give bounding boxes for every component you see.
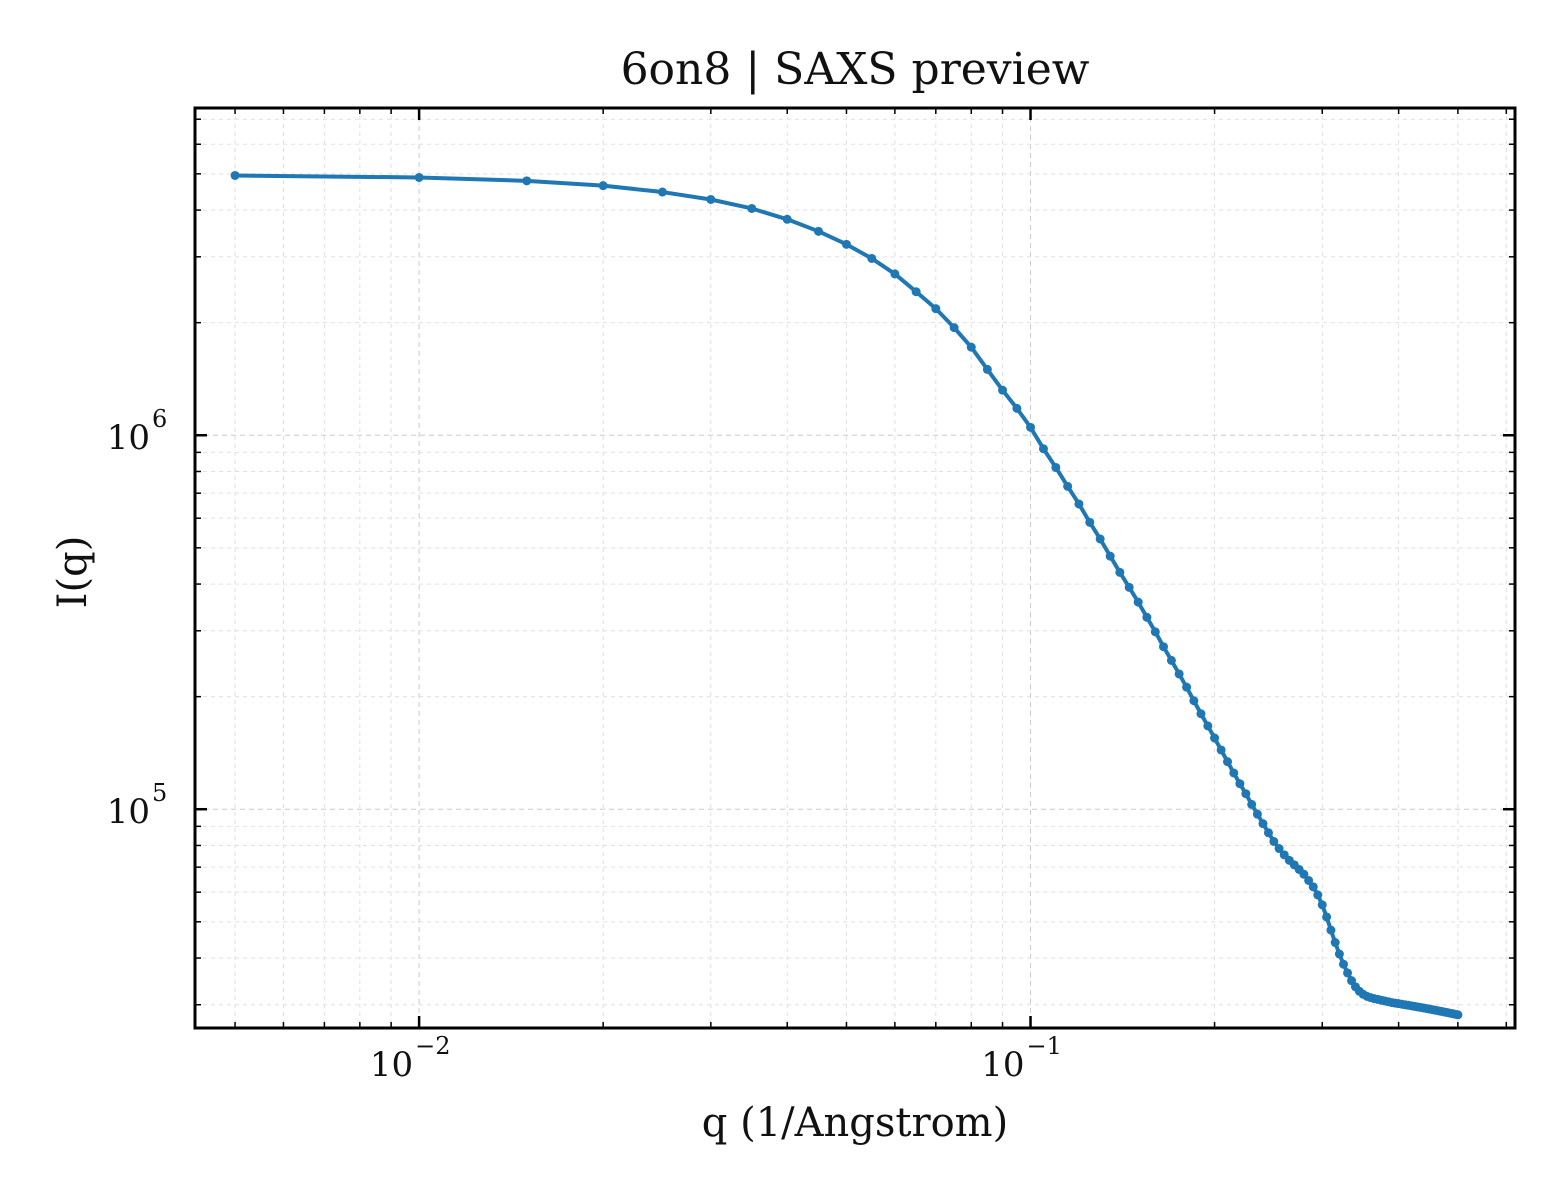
data-point <box>522 176 532 186</box>
data-point <box>982 364 992 374</box>
data-point <box>1182 682 1192 692</box>
data-point <box>1095 534 1105 544</box>
y-tick-label: 10 5 <box>107 779 168 832</box>
data-point <box>1334 949 1344 959</box>
data-point <box>1189 696 1199 706</box>
data-point <box>1299 869 1309 879</box>
data-point <box>1133 597 1143 607</box>
data-point <box>747 203 757 213</box>
data-point <box>657 187 667 197</box>
grid-lines <box>195 108 1515 1028</box>
data-point <box>1026 422 1036 432</box>
data-point <box>598 181 608 191</box>
data-point <box>1166 655 1176 665</box>
data-point <box>1338 959 1348 969</box>
data-point <box>1210 733 1220 743</box>
data-point <box>841 239 851 249</box>
x-tick-label: 10 −2 <box>370 1032 451 1085</box>
data-point <box>1150 627 1160 637</box>
data-point <box>1274 844 1284 854</box>
data-point <box>1313 890 1323 900</box>
data-point <box>931 304 941 314</box>
y-axis-label: I(q) <box>50 536 96 609</box>
y-tick-label: 10 6 <box>107 405 168 458</box>
data-point <box>1196 709 1206 719</box>
data-point <box>1124 582 1134 592</box>
data-point <box>1322 912 1332 922</box>
x-tick-label: 10 −1 <box>981 1032 1062 1085</box>
data-series <box>230 170 1463 1020</box>
data-point <box>1241 789 1251 799</box>
data-point <box>1115 567 1125 577</box>
data-point <box>813 226 823 236</box>
data-point <box>230 170 240 180</box>
data-point <box>414 172 424 182</box>
data-point <box>890 269 900 279</box>
data-point <box>1174 669 1184 679</box>
data-point <box>1012 403 1022 413</box>
data-point <box>1235 779 1245 789</box>
data-point <box>1051 462 1061 472</box>
data-point <box>1317 900 1327 910</box>
data-point <box>1247 799 1257 809</box>
data-point <box>1038 444 1048 454</box>
data-point <box>1308 882 1318 892</box>
data-point <box>1223 757 1233 767</box>
x-axis-label: q (1/Angstrom) <box>702 1100 1008 1146</box>
data-point <box>1269 836 1279 846</box>
data-point <box>966 342 976 352</box>
x-tick-label-base: 10 <box>981 1045 1024 1085</box>
x-tick-label-exponent: −1 <box>1027 1032 1062 1060</box>
data-point <box>782 214 792 224</box>
data-point <box>1229 768 1239 778</box>
data-point <box>1263 828 1273 838</box>
data-point <box>1142 612 1152 622</box>
data-point <box>911 287 921 297</box>
data-point <box>1074 499 1084 509</box>
y-tick-label-base: 10 <box>107 792 150 832</box>
data-point <box>1304 875 1314 885</box>
data-point <box>1203 721 1213 731</box>
y-tick-label-exponent: 6 <box>152 405 167 433</box>
data-point <box>1105 551 1115 561</box>
y-tick-label-exponent: 5 <box>152 779 167 807</box>
x-tick-label-base: 10 <box>370 1045 413 1085</box>
y-tick-label-base: 10 <box>107 418 150 458</box>
data-point <box>706 194 716 204</box>
axis-ticks: 10 −2 10 −110 510 6 <box>107 108 1515 1085</box>
data-point <box>1326 925 1336 935</box>
x-tick-label-exponent: −2 <box>415 1032 450 1060</box>
data-point <box>949 323 959 333</box>
data-point <box>1063 481 1073 491</box>
data-point <box>1252 809 1262 819</box>
chart-title: 6on8 | SAXS preview <box>621 44 1090 95</box>
plot-frame <box>193 106 1517 1030</box>
data-point <box>1453 1010 1463 1020</box>
data-point <box>998 385 1008 395</box>
data-point <box>1343 968 1353 978</box>
data-point <box>1085 517 1095 527</box>
data-point <box>1158 642 1168 652</box>
data-point <box>1258 819 1268 829</box>
data-point <box>1330 938 1340 948</box>
data-point <box>867 253 877 263</box>
data-point <box>1216 745 1226 755</box>
